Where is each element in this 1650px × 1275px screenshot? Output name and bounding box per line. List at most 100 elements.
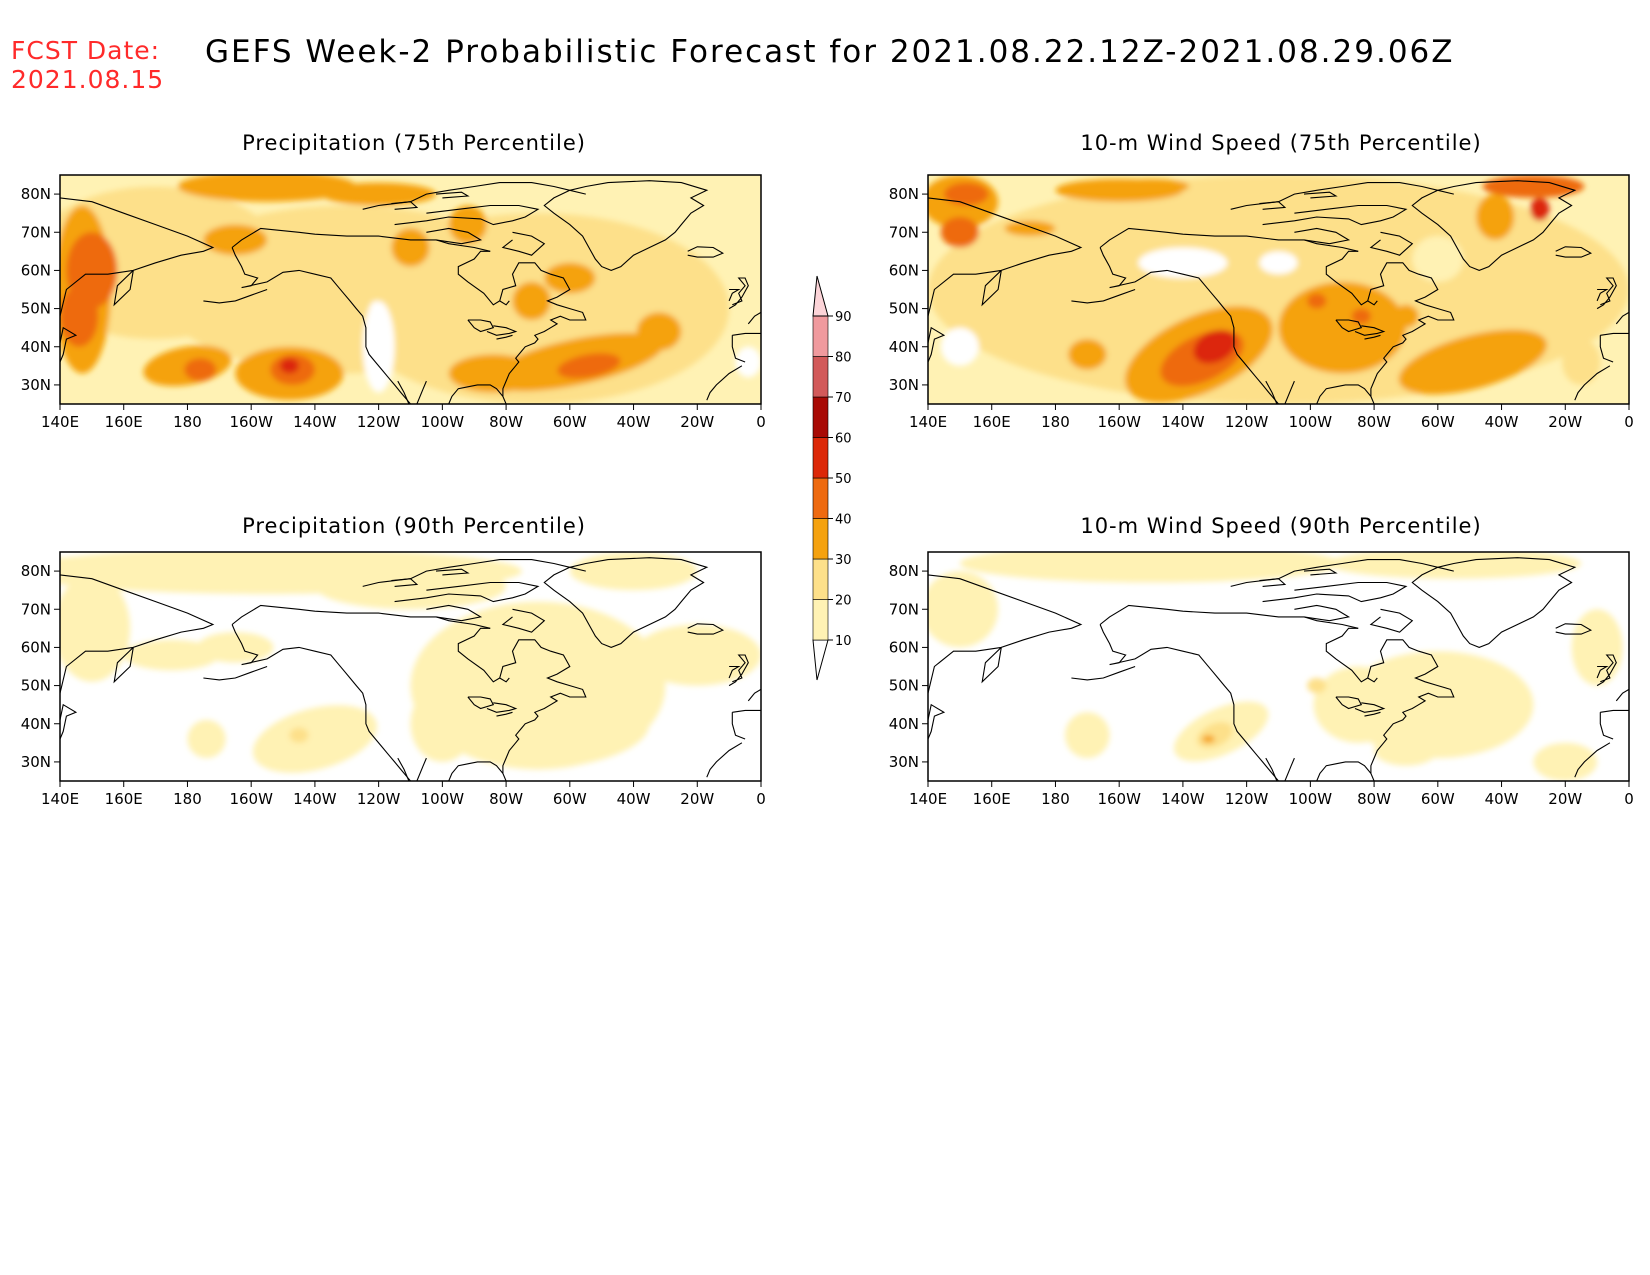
coastline <box>499 300 510 306</box>
contour-blob <box>569 552 698 591</box>
colorbar-segment <box>812 599 829 641</box>
coastline <box>1599 335 1614 363</box>
coastline <box>1325 250 1455 397</box>
contour-blob <box>1202 735 1215 743</box>
coastlines <box>60 180 761 404</box>
coastline <box>60 574 215 694</box>
x-tick-label: 80W <box>1357 790 1391 808</box>
contour-blob <box>197 632 274 663</box>
x-tick-label: 180 <box>173 413 202 431</box>
coastline <box>394 204 540 226</box>
x-tick-label: 160W <box>229 790 273 808</box>
y-tick-label: 60N <box>21 638 51 656</box>
coastline <box>1099 247 1279 404</box>
contour-blob <box>1533 742 1598 781</box>
colorbar-label: 50 <box>835 472 852 487</box>
panel-title-precip-90: Precipitation (90th Percentile) <box>242 514 586 538</box>
coastline <box>1262 581 1408 603</box>
map-panel-precip-75: 140E 160E 180 160W 140W 120W 100W 80W 60W 40W 20W 0… <box>21 174 766 431</box>
coastline <box>1259 578 1287 587</box>
coastline <box>486 702 518 713</box>
coastline <box>1369 608 1414 633</box>
contour-blob <box>490 702 649 768</box>
colorbar-label: 30 <box>835 553 852 568</box>
coastline <box>543 557 709 648</box>
coastline <box>231 624 411 781</box>
x-tick-label: 60W <box>1421 413 1455 431</box>
coastline <box>467 696 495 710</box>
coastline <box>1325 627 1455 774</box>
contour-blob <box>314 563 507 610</box>
x-tick-label: 0 <box>1624 413 1634 431</box>
contour-blob <box>1068 339 1107 370</box>
coastline <box>1294 604 1351 622</box>
coastline <box>231 247 411 404</box>
x-tick-label: 120W <box>1225 413 1269 431</box>
coastline <box>426 604 483 622</box>
contour-blob <box>60 574 131 682</box>
contour-blob <box>735 346 761 378</box>
contour-blob <box>60 186 284 340</box>
coastline <box>1354 325 1386 336</box>
x-tick-label: 20W <box>1548 790 1582 808</box>
x-tick-label: 0 <box>1624 790 1634 808</box>
panel-title-wind-90: 10-m Wind Speed (90th Percentile) <box>1080 514 1482 538</box>
colorbar-segment <box>812 477 829 519</box>
coastline <box>426 227 483 245</box>
x-tick-label: 0 <box>756 413 766 431</box>
contour-blob <box>1313 666 1403 743</box>
contour-blob <box>1571 609 1623 686</box>
coastline <box>732 332 761 336</box>
contour-blob <box>557 353 621 379</box>
coastline <box>397 757 427 781</box>
x-tick-label: 140W <box>293 413 337 431</box>
coastline <box>1099 227 1359 252</box>
x-tick-label: 160E <box>973 413 1011 431</box>
coastline <box>1259 201 1287 210</box>
coastline <box>1596 288 1609 302</box>
coastline <box>1335 319 1363 333</box>
y-tick-label: 60N <box>21 261 51 279</box>
contour-blob <box>1530 197 1550 221</box>
coastline <box>496 334 513 340</box>
coastline <box>231 227 491 252</box>
coastline <box>706 365 743 401</box>
coastline <box>496 711 513 717</box>
coastline <box>1099 624 1279 781</box>
coastline <box>1600 709 1629 713</box>
coastline <box>747 688 761 702</box>
coastline <box>747 311 761 325</box>
x-tick-label: 20W <box>1548 413 1582 431</box>
x-tick-label: 160W <box>1097 790 1141 808</box>
x-tick-label: 160E <box>973 790 1011 808</box>
y-tick-label: 70N <box>889 600 919 618</box>
colorbar-label: 60 <box>835 432 852 447</box>
coastline <box>391 201 419 210</box>
coastline <box>1411 557 1577 648</box>
y-tick-label: 40N <box>21 338 51 356</box>
colorbar-label: 40 <box>835 513 852 528</box>
contour-blob <box>60 285 99 347</box>
colorbar: 10 20 30 40 50 60 70 80 90 <box>812 275 852 681</box>
coastline <box>1615 311 1629 325</box>
coastline <box>1335 696 1363 710</box>
x-tick-label: 140E <box>909 413 947 431</box>
coastline <box>1265 757 1295 781</box>
coastline <box>687 246 725 258</box>
coastline <box>1364 711 1381 717</box>
coastline <box>60 197 215 317</box>
coastline <box>486 325 518 336</box>
x-tick-label: 80W <box>489 413 523 431</box>
x-tick-label: 80W <box>1357 413 1391 431</box>
probability-field <box>928 552 1629 781</box>
contour-blob <box>636 312 682 351</box>
x-tick-label: 20W <box>680 790 714 808</box>
coastlines <box>928 180 1629 404</box>
coastline <box>499 677 510 683</box>
coastline <box>60 326 78 363</box>
colorbar-segment <box>812 396 829 438</box>
coastline <box>1574 742 1611 778</box>
coastline <box>203 288 268 304</box>
coastline <box>1099 604 1359 629</box>
